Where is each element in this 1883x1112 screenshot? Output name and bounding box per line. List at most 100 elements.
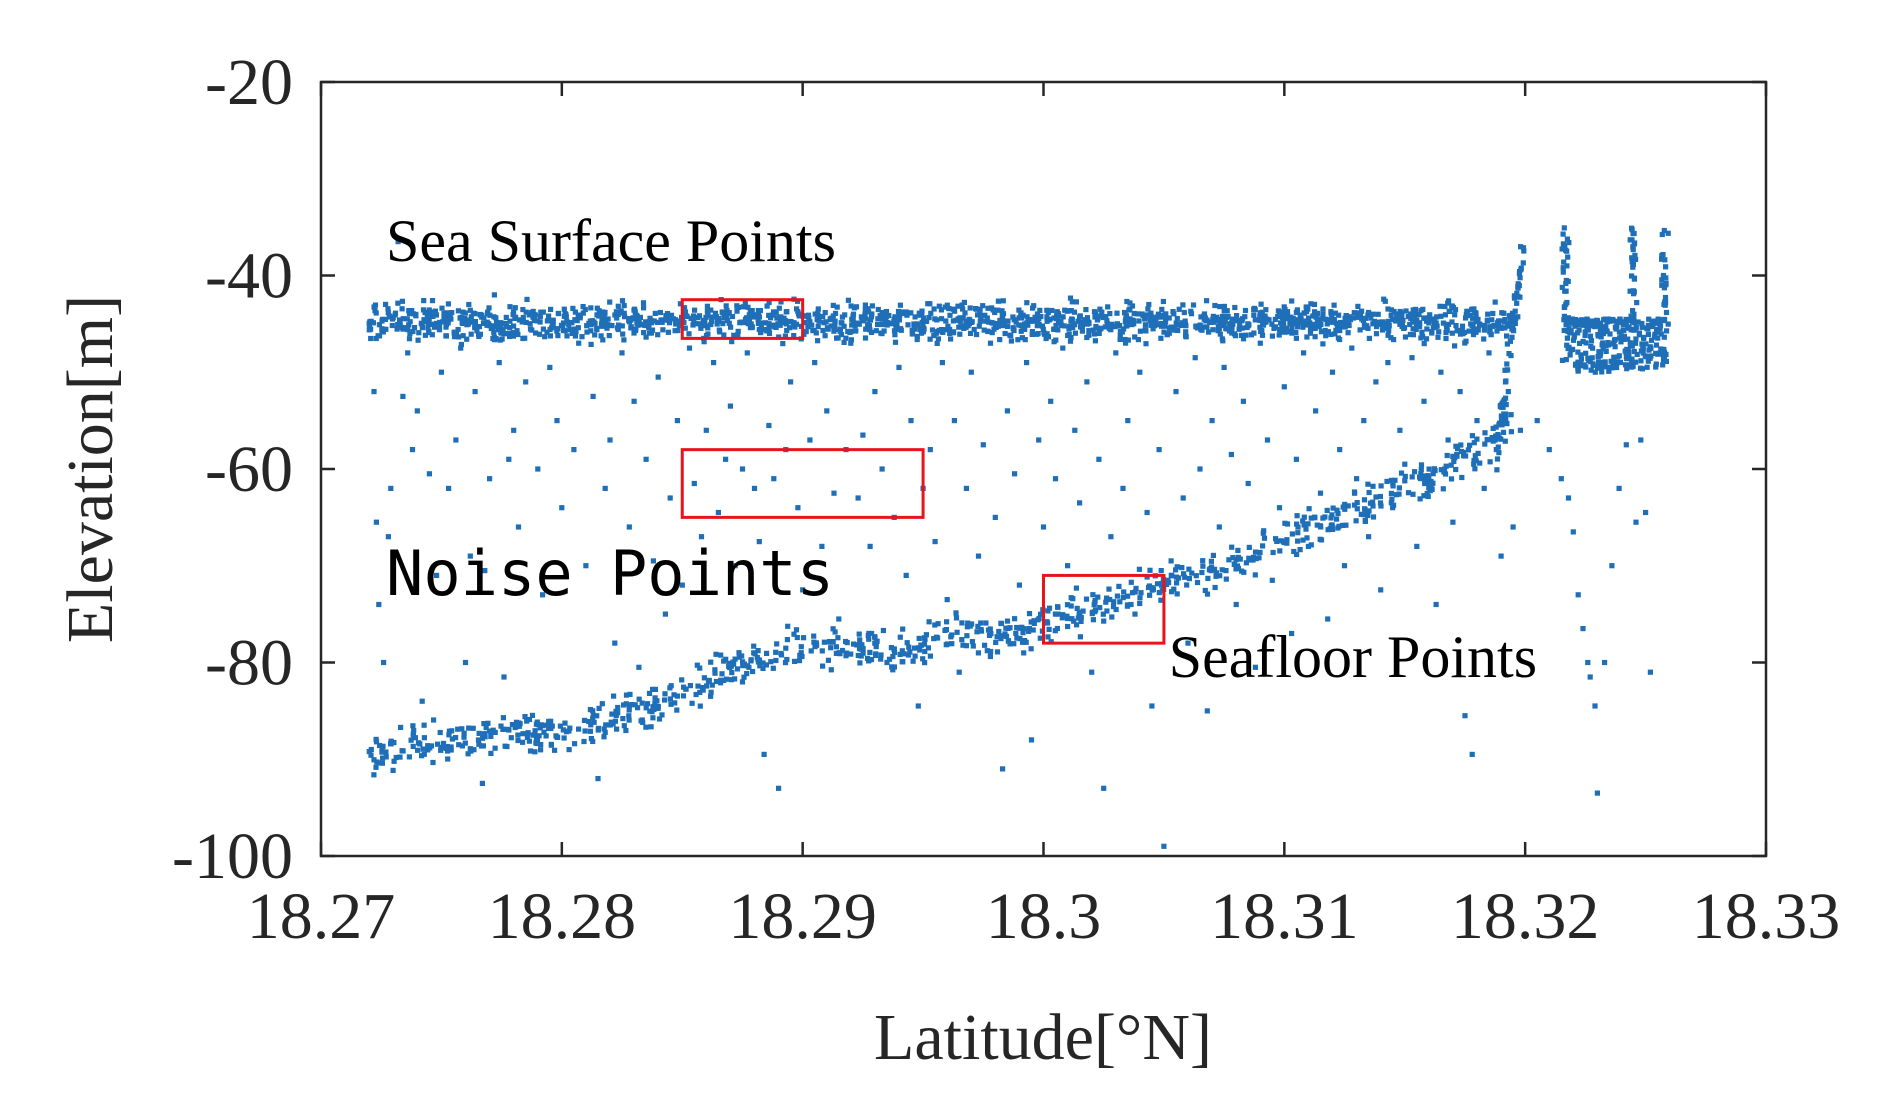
sea-surface-point [853, 328, 859, 334]
sea-surface-point [1114, 321, 1120, 327]
sea-surface-point [1163, 311, 1169, 317]
sea-surface-point [686, 331, 692, 337]
sea-surface-point [1383, 323, 1389, 329]
right-cluster-point [1654, 326, 1660, 332]
sea-surface-point [1391, 308, 1397, 315]
sea-surface-point [407, 330, 413, 337]
sea-surface-point [1452, 343, 1458, 349]
seafloor-point [410, 731, 416, 737]
sea-surface-point [1473, 310, 1479, 316]
sea-surface-point [428, 309, 434, 315]
right-cluster-point [1633, 336, 1639, 342]
sea-surface-point [1125, 337, 1131, 343]
noise-point [662, 611, 668, 617]
seafloor-point [1129, 590, 1136, 596]
right-cluster-point [1631, 318, 1637, 324]
sea-surface-point [512, 305, 518, 311]
sea-surface-point [1016, 307, 1022, 313]
sea-surface-point [877, 312, 883, 319]
seafloor-point [483, 725, 489, 731]
seafloor-point [943, 627, 949, 633]
sea-surface-point [784, 309, 790, 315]
seafloor-point [639, 717, 645, 723]
noise-point [1462, 713, 1468, 719]
noise-point [479, 780, 485, 786]
seafloor-point [1169, 573, 1175, 579]
seafloor-point [1182, 574, 1188, 580]
sea-surface-point [862, 311, 868, 317]
right-cluster-point [1657, 326, 1663, 332]
right-cluster-point [1588, 367, 1594, 373]
sea-surface-point [1391, 337, 1397, 343]
right-cluster-point [1615, 354, 1621, 360]
sea-surface-point [562, 311, 568, 317]
seafloor-point [449, 736, 455, 742]
sea-surface-point [619, 298, 626, 304]
sea-surface-point [683, 313, 689, 319]
seafloor-point [1068, 595, 1074, 601]
noise-point [723, 456, 729, 462]
seafloor-point [721, 677, 727, 683]
sea-surface-point [1145, 306, 1151, 312]
seafloor-point [1453, 466, 1459, 473]
seafloor-point [471, 747, 477, 753]
seafloor-point [994, 649, 1001, 655]
noise-point [426, 471, 432, 477]
sea-surface-point [997, 317, 1003, 323]
sea-surface-point [640, 300, 647, 306]
seafloor-point [488, 733, 494, 739]
sea-surface-point [502, 331, 508, 337]
seafloor-point [1132, 589, 1138, 595]
sea-surface-point [479, 314, 485, 320]
noise-point [371, 389, 377, 395]
sea-surface-point [1155, 322, 1161, 328]
seafloor-point [1295, 530, 1301, 536]
seafloor-point [1370, 503, 1376, 509]
sea-surface-point [1373, 331, 1380, 337]
noise-point [576, 340, 582, 346]
sea-surface-point [1345, 330, 1351, 336]
sea-surface-point [1331, 302, 1337, 308]
sea-surface-point [1060, 314, 1066, 320]
right-cluster-point [1560, 231, 1566, 237]
sea-surface-point [1117, 336, 1123, 342]
sea-surface-point [848, 303, 854, 309]
seafloor-point [415, 747, 421, 753]
right-cluster-point [1639, 320, 1645, 327]
sea-surface-point [1269, 321, 1275, 327]
noise-point [1469, 751, 1475, 757]
noise-point [405, 350, 411, 356]
sea-surface-point [1440, 320, 1446, 326]
seafloor-point [1016, 625, 1022, 631]
seafloor-point [562, 720, 568, 726]
seafloor-point [1184, 582, 1190, 588]
noise-point [1647, 669, 1653, 675]
seafloor-point [1186, 566, 1192, 572]
seafloor-point [785, 623, 791, 629]
right-cluster-point [1645, 331, 1651, 338]
seafloor-point [869, 630, 875, 637]
sea-surface-point [1325, 319, 1331, 325]
seafloor-point [719, 671, 725, 677]
sea-surface-point [1230, 321, 1236, 327]
sea-surface-point [407, 319, 413, 325]
right-cluster-point [1560, 269, 1566, 275]
sea-surface-point [580, 304, 586, 310]
sea-surface-point [1015, 337, 1021, 343]
seafloor-point [1078, 614, 1084, 621]
sea-surface-point [445, 301, 451, 307]
seafloor-point [773, 649, 779, 655]
sea-surface-point [537, 314, 543, 320]
sea-surface-point [592, 332, 598, 338]
sea-surface-point [546, 313, 552, 319]
noise-point [698, 534, 705, 540]
sea-surface-point [1295, 324, 1301, 330]
noise-point [1592, 703, 1598, 709]
sea-surface-point [477, 331, 483, 337]
seafloor-point [1490, 438, 1496, 444]
seafloor-point [1137, 595, 1143, 601]
seafloor-point [760, 665, 766, 671]
sea-surface-point [1476, 321, 1483, 327]
right-cluster-point [1621, 333, 1627, 340]
seafloor-point [475, 737, 482, 743]
